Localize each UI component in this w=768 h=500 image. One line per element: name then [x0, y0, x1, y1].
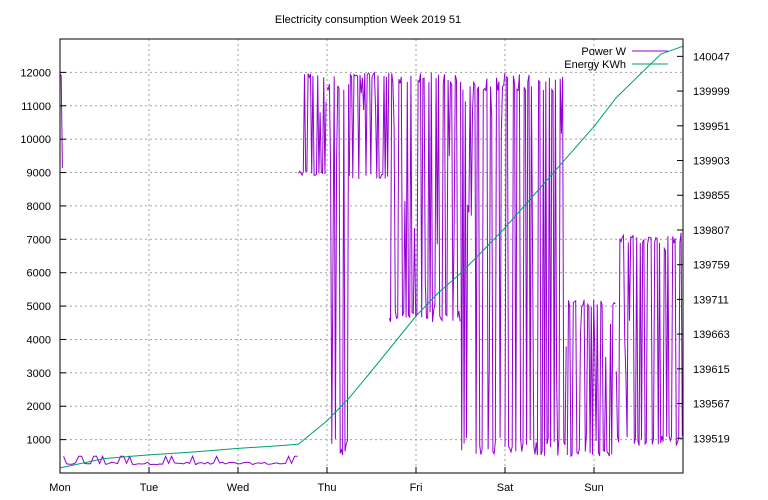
- y1-tick-label: 7000: [27, 234, 51, 246]
- power-trace-segment: [615, 232, 683, 446]
- x-tick-label: Fri: [410, 482, 423, 494]
- y2-tick-label: 139855: [693, 190, 730, 202]
- y2-tick-label: 139903: [693, 156, 730, 168]
- y1-tick-label: 9000: [27, 168, 51, 180]
- y2-tick-label: 139951: [693, 121, 730, 133]
- x-axis-labels: Mon Tue Wed Thu Fri Sat Sun: [49, 482, 603, 494]
- y1-tick-label: 10000: [20, 134, 51, 146]
- legend-label-power: Power W: [581, 46, 626, 58]
- y2-tick-label: 139663: [693, 329, 730, 341]
- y2-tick-label: 139999: [693, 86, 730, 98]
- plot-frame: [59, 38, 684, 474]
- axis-ticks: [59, 55, 683, 473]
- x-tick-label: Thu: [318, 482, 337, 494]
- chart-title: Electricity consumption Week 2019 51: [275, 14, 461, 26]
- y2-tick-label: 139615: [693, 364, 730, 376]
- y1-tick-label: 1000: [27, 435, 51, 447]
- x-tick-label: Sat: [497, 482, 514, 494]
- power-trace-segment: [566, 299, 616, 458]
- power-trace-segment: [348, 71, 390, 180]
- y1-tick-label: 3000: [27, 368, 51, 380]
- y2-tick-label: 139567: [693, 399, 730, 411]
- y1-tick-label: 12000: [20, 67, 51, 79]
- y2-tick-label: 139519: [693, 433, 730, 445]
- power-trace-segment: [298, 73, 327, 177]
- y1-tick-label: 8000: [27, 201, 51, 213]
- x-tick-label: Tue: [140, 482, 159, 494]
- y1-tick-label: 5000: [27, 301, 51, 313]
- y1-tick-label: 4000: [27, 334, 51, 346]
- y1-tick-label: 2000: [27, 401, 51, 413]
- power-trace-segment: [460, 72, 506, 456]
- y2-tick-label: 140047: [693, 51, 730, 63]
- energy-series: [59, 45, 684, 469]
- legend-label-energy: Energy KWh: [564, 59, 626, 71]
- power-trace-segment: [388, 72, 461, 322]
- power-series: [59, 71, 683, 466]
- y2-tick-label: 139759: [693, 260, 730, 272]
- power-trace-segment: [504, 74, 567, 456]
- x-tick-label: Sun: [584, 482, 604, 494]
- x-tick-label: Wed: [227, 482, 249, 494]
- power-trace-segment: [63, 454, 298, 466]
- energy-line: [59, 45, 684, 469]
- x-tick-label: Mon: [49, 482, 70, 494]
- power-trace-segment: [326, 76, 350, 456]
- legend: Power W Energy KWh: [564, 46, 668, 71]
- right-axis-labels: 139519 139567 139615 139663 139711 139759 1398…: [693, 51, 730, 445]
- y1-tick-label: 11000: [21, 101, 51, 113]
- left-axis-labels: 1000 2000 3000 4000 5000 6000 7000 8000 9000 1000…: [20, 67, 51, 446]
- y1-tick-label: 6000: [27, 268, 51, 280]
- y2-tick-label: 139807: [693, 225, 730, 237]
- y2-tick-label: 139711: [693, 294, 729, 306]
